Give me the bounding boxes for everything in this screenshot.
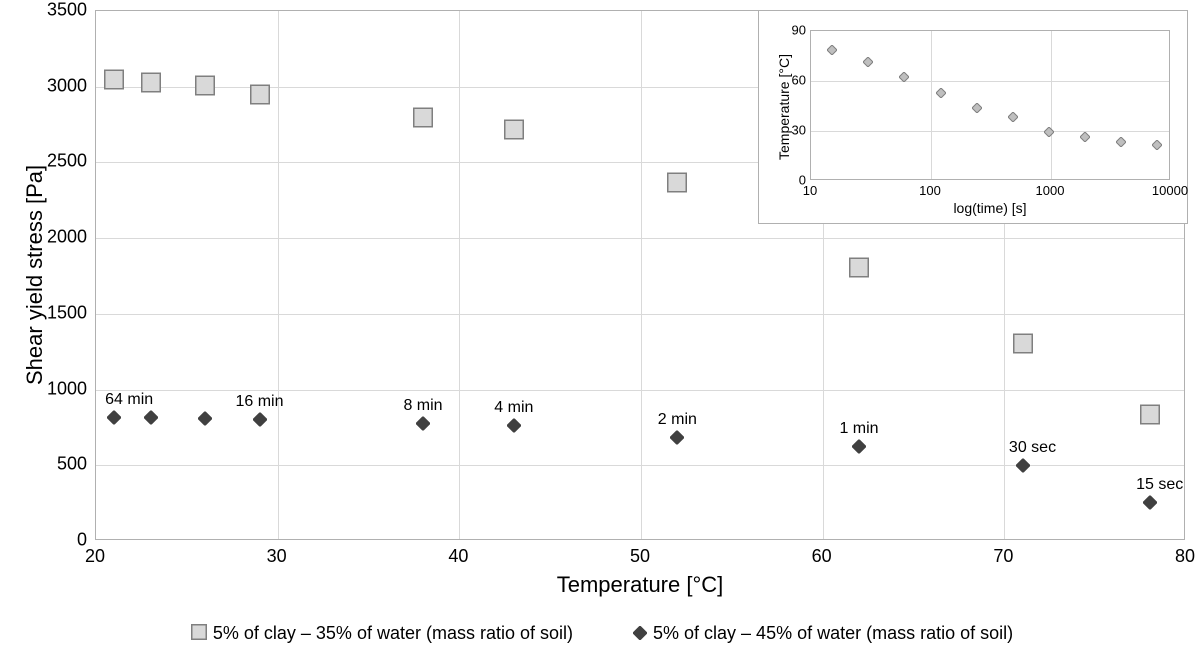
main-y-tick-label: 3500 (47, 0, 87, 21)
legend: 5% of clay – 35% of water (mass ratio of… (0, 623, 1204, 645)
data-label: 15 sec (1136, 476, 1183, 494)
main-gridline-h (96, 314, 1184, 315)
inset-gridline-h (811, 81, 1169, 82)
data-label: 30 sec (1009, 439, 1056, 457)
main-x-tick-label: 80 (1175, 546, 1195, 567)
data-point-clay5_water35 (849, 257, 869, 282)
inset-gridline-v (1051, 31, 1052, 179)
data-label: 64 min (105, 391, 153, 409)
main-y-tick-label: 2500 (47, 151, 87, 172)
legend-label: 5% of clay – 45% of water (mass ratio of… (653, 623, 1013, 643)
legend-item: 5% of clay – 35% of water (mass ratio of… (191, 623, 573, 645)
main-gridline-v (459, 11, 460, 539)
data-point-clay5_water45 (253, 413, 267, 432)
main-y-tick-label: 3000 (47, 75, 87, 96)
main-x-tick-label: 50 (630, 546, 650, 567)
data-point-clay5_water45 (107, 410, 121, 429)
inset-x-tick-label: 1000 (1036, 183, 1065, 198)
data-point-clay5_water45 (198, 412, 212, 431)
main-gridline-v (641, 11, 642, 539)
data-point-clay5_water45 (507, 419, 521, 438)
data-point-clay5_water35 (667, 173, 687, 198)
main-y-tick-label: 1500 (47, 302, 87, 323)
data-point-clay5_water35 (141, 73, 161, 98)
data-point-clay5_water45 (416, 416, 430, 435)
data-point-clay5_water45 (852, 439, 866, 458)
inset-y-tick-label: 90 (792, 23, 806, 38)
main-gridline-h (96, 238, 1184, 239)
inset-x-axis-title: log(time) [s] (953, 200, 1026, 216)
main-x-tick-label: 20 (85, 546, 105, 567)
inset-gridline-h (811, 131, 1169, 132)
data-label: 8 min (403, 397, 442, 415)
legend-marker-square-icon (191, 624, 207, 645)
data-point-clay5_water35 (1140, 404, 1160, 429)
inset-data-point (827, 42, 837, 60)
main-gridline-h (96, 390, 1184, 391)
data-point-clay5_water45 (144, 410, 158, 429)
main-x-axis-title: Temperature [°C] (557, 572, 724, 598)
main-y-axis-title: Shear yield stress [Pa] (22, 165, 48, 385)
data-point-clay5_water35 (104, 70, 124, 95)
legend-item: 5% of clay – 45% of water (mass ratio of… (633, 623, 1013, 645)
main-x-tick-label: 30 (267, 546, 287, 567)
inset-data-point (1008, 109, 1018, 127)
inset-data-point (899, 69, 909, 87)
data-point-clay5_water35 (195, 76, 215, 101)
data-label: 16 min (235, 393, 283, 411)
data-label: 4 min (494, 399, 533, 417)
main-y-tick-label: 2000 (47, 227, 87, 248)
inset-data-point (1080, 129, 1090, 147)
inset-gridline-v (931, 31, 932, 179)
inset-data-point (863, 54, 873, 72)
inset-data-point (1044, 124, 1054, 142)
inset-y-tick-label: 60 (792, 73, 806, 88)
main-y-tick-label: 500 (57, 454, 87, 475)
inset-plot-area (810, 30, 1170, 180)
data-point-clay5_water45 (1143, 495, 1157, 514)
inset-data-point (1152, 137, 1162, 155)
inset-data-point (936, 85, 946, 103)
legend-label: 5% of clay – 35% of water (mass ratio of… (213, 623, 573, 643)
data-point-clay5_water45 (670, 430, 684, 449)
main-x-tick-label: 60 (812, 546, 832, 567)
data-point-clay5_water35 (250, 84, 270, 109)
inset-data-point (972, 100, 982, 118)
main-x-tick-label: 70 (993, 546, 1013, 567)
inset-data-point (1116, 134, 1126, 152)
main-y-tick-label: 1000 (47, 378, 87, 399)
inset-y-tick-label: 0 (799, 173, 806, 188)
data-point-clay5_water35 (504, 120, 524, 145)
inset-x-tick-label: 10000 (1152, 183, 1188, 198)
inset-y-axis-title: Temperature [°C] (776, 54, 792, 160)
main-x-tick-label: 40 (448, 546, 468, 567)
data-point-clay5_water45 (1016, 459, 1030, 478)
main-y-tick-label: 0 (77, 530, 87, 551)
data-point-clay5_water35 (413, 108, 433, 133)
inset-y-tick-label: 30 (792, 123, 806, 138)
data-label: 1 min (839, 420, 878, 438)
data-point-clay5_water35 (1013, 333, 1033, 358)
inset-x-tick-label: 100 (919, 183, 941, 198)
data-label: 2 min (658, 411, 697, 429)
legend-marker-diamond-icon (633, 624, 647, 645)
main-gridline-v (278, 11, 279, 539)
